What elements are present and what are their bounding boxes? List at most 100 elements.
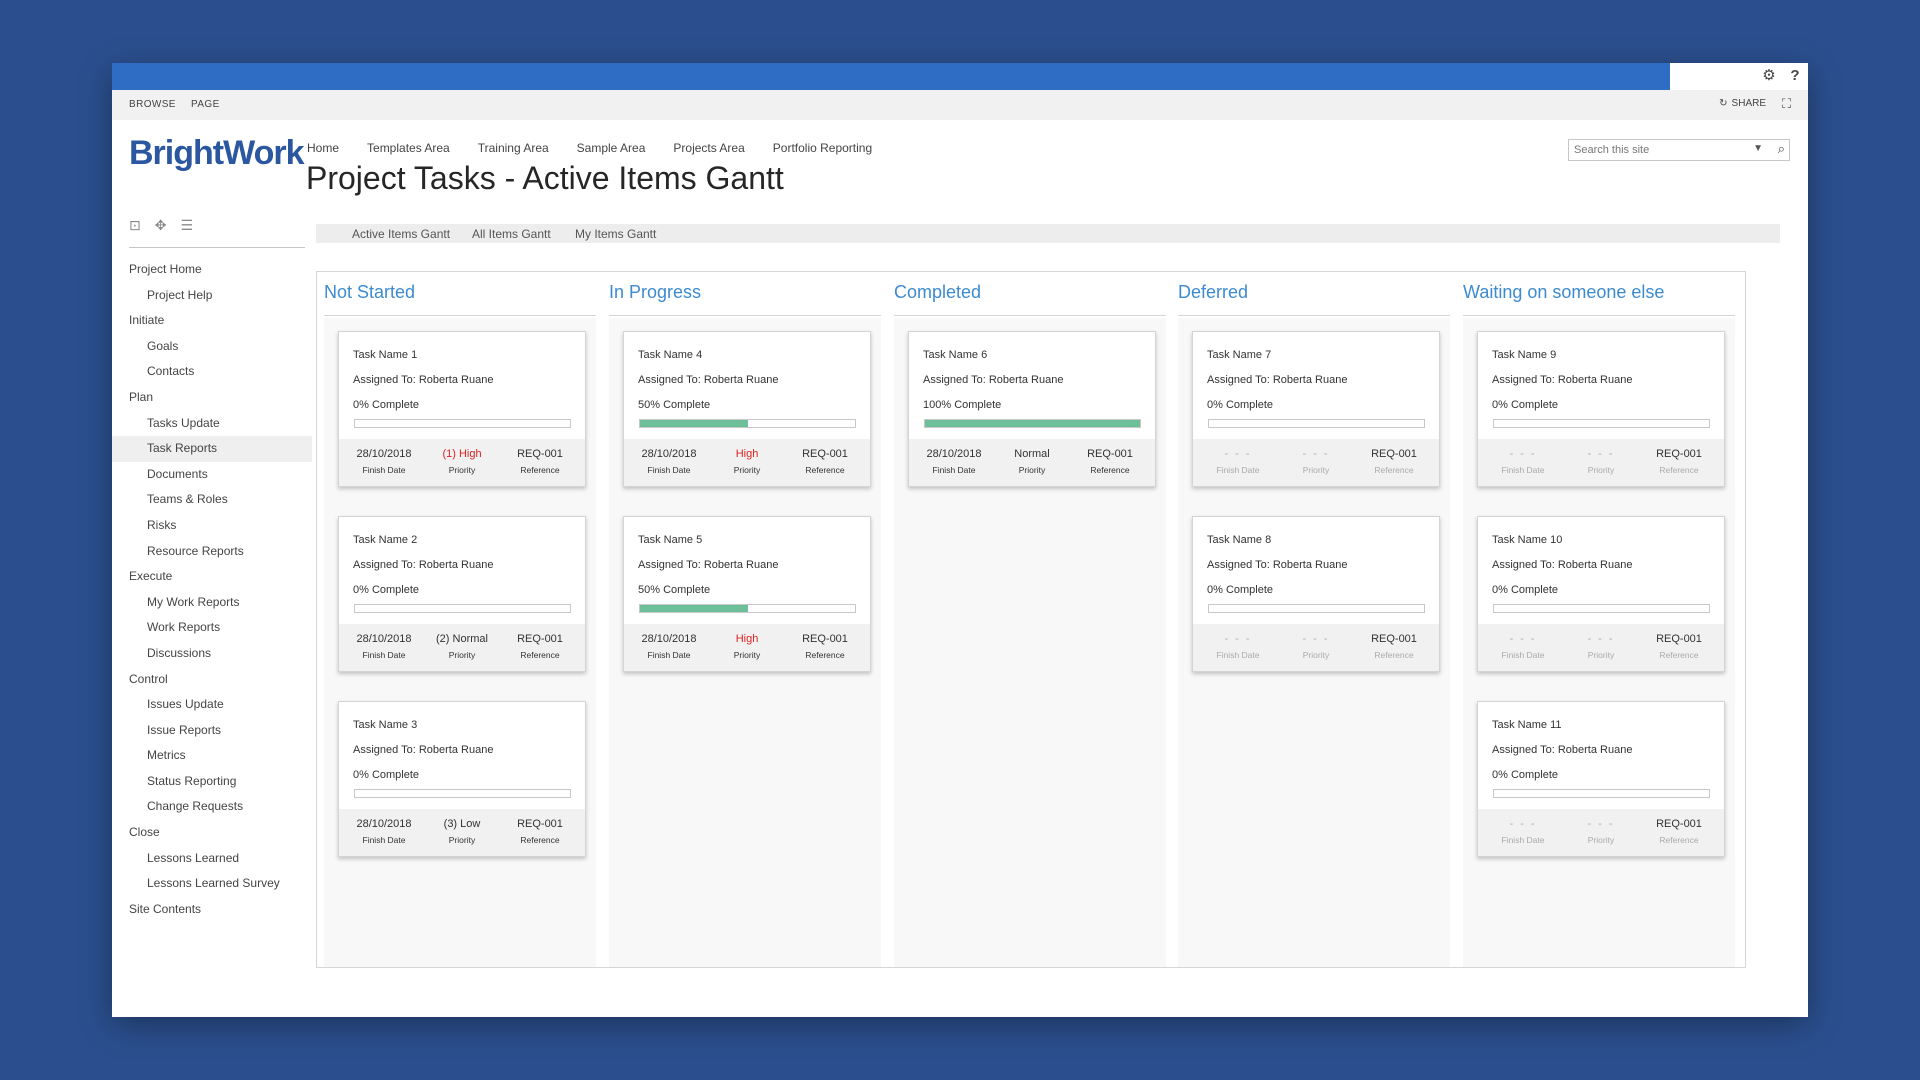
task-card[interactable]: Task Name 7 Assigned To: Roberta Ruane 0% … [1192, 331, 1440, 487]
finish-date-cell: 28/10/2018 Finish Date [914, 448, 994, 475]
sidebar-item-close[interactable]: Close [129, 825, 160, 840]
task-card[interactable]: Task Name 3 Assigned To: Roberta Ruane 0% … [338, 701, 586, 857]
priority-cell: - - - Priority [1561, 633, 1641, 660]
top-nav-home[interactable]: Home [307, 141, 340, 155]
tab-active-items-gantt[interactable]: Active Items Gantt [352, 227, 451, 241]
page-title: Project Tasks - Active Items Gantt [306, 160, 784, 196]
sidebar-item-goals[interactable]: Goals [147, 338, 179, 353]
board-column: Not Started Task Name 1 Assigned To: Rober… [317, 272, 596, 967]
gear-icon[interactable]: ⚙ [1762, 67, 1776, 84]
top-nav-templates-area[interactable]: Templates Area [367, 141, 450, 155]
task-name[interactable]: Task Name 2 [353, 534, 418, 546]
sidebar-item-plan[interactable]: Plan [129, 389, 154, 404]
task-percent-complete: 100% Complete [923, 399, 1002, 411]
task-name[interactable]: Task Name 3 [353, 719, 418, 731]
ribbon-tab-browse[interactable]: BROWSE [129, 99, 176, 110]
site-logo[interactable]: BrightWork [129, 134, 304, 172]
sidebar-item-discussions[interactable]: Discussions [147, 645, 212, 660]
priority-label: Priority [448, 650, 476, 660]
chevron-down-icon[interactable]: ▼ [1753, 143, 1763, 154]
task-percent-complete: 0% Complete [1492, 399, 1559, 411]
sidebar-item-documents[interactable]: Documents [147, 466, 208, 481]
suite-bar: ⚙ ? [112, 63, 1808, 90]
task-name[interactable]: Task Name 1 [353, 349, 418, 361]
sidebar-item-lessons-learned-survey[interactable]: Lessons Learned Survey [147, 876, 280, 891]
sidebar-item-my-work-reports[interactable]: My Work Reports [147, 594, 240, 609]
sidebar-item-project-help[interactable]: Project Help [147, 287, 213, 302]
reference-value: REQ-001 [802, 633, 848, 645]
list-icon[interactable]: ☰ [180, 217, 194, 233]
reference-cell: REQ-001 Reference [1070, 448, 1150, 475]
help-icon[interactable]: ? [1790, 67, 1800, 84]
task-card[interactable]: Task Name 4 Assigned To: Roberta Ruane 50%… [623, 331, 871, 487]
top-nav-sample-area[interactable]: Sample Area [576, 141, 646, 155]
task-name[interactable]: Task Name 10 [1492, 534, 1563, 546]
column-title: Waiting on someone else [1463, 282, 1665, 302]
progress-bar [1493, 604, 1710, 613]
task-name[interactable]: Task Name 5 [638, 534, 703, 546]
tab-all-items-gantt[interactable]: All Items Gantt [472, 227, 551, 241]
quick-launch-nav: Project Home Project Help Initiate Goals Con… [112, 257, 312, 922]
share-icon: ↻ [1719, 98, 1728, 109]
search-input[interactable]: Search this site [1574, 144, 1650, 156]
top-nav-projects-area[interactable]: Projects Area [673, 141, 745, 155]
reference-label: Reference [1659, 465, 1699, 475]
task-card[interactable]: Task Name 11 Assigned To: Roberta Ruane 0%… [1477, 701, 1725, 857]
column-body: Task Name 7 Assigned To: Roberta Ruane 0% … [1178, 318, 1450, 967]
task-card-footer: 28/10/2018 Finish Date High Priority REQ-001… [624, 624, 870, 671]
sync-icon[interactable]: ⊡ [129, 217, 141, 233]
sidebar-item-execute[interactable]: Execute [129, 569, 173, 584]
task-assignee: Assigned To: Roberta Ruane [638, 559, 779, 571]
sidebar-item-task-reports[interactable]: Task Reports [112, 436, 312, 462]
finish-date-cell: - - - Finish Date [1483, 448, 1563, 475]
task-card[interactable]: Task Name 10 Assigned To: Roberta Ruane 0%… [1477, 516, 1725, 672]
sidebar-item-tasks-update[interactable]: Tasks Update [147, 415, 220, 430]
reference-value: REQ-001 [517, 633, 563, 645]
sidebar-item-control[interactable]: Control [129, 671, 168, 686]
tab-my-items-gantt[interactable]: My Items Gantt [575, 227, 657, 241]
task-name[interactable]: Task Name 6 [923, 349, 988, 361]
task-name[interactable]: Task Name 9 [1492, 349, 1557, 361]
ribbon-tab-page[interactable]: PAGE [191, 99, 220, 110]
sidebar-item-issue-reports[interactable]: Issue Reports [147, 722, 222, 737]
task-name[interactable]: Task Name 11 [1492, 719, 1562, 731]
task-card-footer: 28/10/2018 Finish Date (3) Low Priority REQ-… [339, 809, 585, 856]
move-icon[interactable]: ✥ [154, 217, 167, 233]
sidebar-item-work-reports[interactable]: Work Reports [147, 620, 221, 635]
sidebar-item-resource-reports[interactable]: Resource Reports [147, 543, 244, 558]
task-name[interactable]: Task Name 7 [1207, 349, 1272, 361]
sidebar-item-initiate[interactable]: Initiate [129, 313, 165, 328]
sidebar-item-contacts[interactable]: Contacts [147, 364, 195, 379]
task-card[interactable]: Task Name 8 Assigned To: Roberta Ruane 0% … [1192, 516, 1440, 672]
sidebar-item-issues-update[interactable]: Issues Update [147, 697, 224, 712]
search-icon[interactable]: ⌕ [1777, 141, 1785, 156]
finish-date-cell: - - - Finish Date [1483, 818, 1563, 845]
priority-value: - - - [1302, 448, 1330, 460]
sidebar-item-site-contents[interactable]: Site Contents [129, 901, 202, 916]
sidebar-item-metrics[interactable]: Metrics [147, 748, 186, 763]
top-nav-portfolio-reporting[interactable]: Portfolio Reporting [772, 141, 873, 155]
task-name[interactable]: Task Name 8 [1207, 534, 1272, 546]
priority-cell: (1) High Priority [422, 448, 502, 475]
top-nav-training-area[interactable]: Training Area [477, 141, 549, 155]
task-card[interactable]: Task Name 1 Assigned To: Roberta Ruane 0% … [338, 331, 586, 487]
task-card[interactable]: Task Name 5 Assigned To: Roberta Ruane 50%… [623, 516, 871, 672]
sidebar-item-risks[interactable]: Risks [147, 517, 177, 532]
task-card[interactable]: Task Name 6 Assigned To: Roberta Ruane 100… [908, 331, 1156, 487]
sidebar-item-teams-roles[interactable]: Teams & Roles [147, 492, 228, 507]
task-name[interactable]: Task Name 4 [638, 349, 703, 361]
priority-cell: (3) Low Priority [422, 818, 502, 845]
sidebar-item-lessons-learned[interactable]: Lessons Learned [147, 850, 240, 865]
task-card[interactable]: Task Name 9 Assigned To: Roberta Ruane 0% … [1477, 331, 1725, 487]
progress-bar-fill [640, 605, 748, 612]
sidebar-item-status-reporting[interactable]: Status Reporting [147, 773, 237, 788]
focus-on-content-icon[interactable]: ⛶ [1782, 96, 1792, 111]
reference-cell: REQ-001 Reference [1639, 633, 1719, 660]
priority-value: (2) Normal [436, 633, 488, 645]
sidebar-item-change-requests[interactable]: Change Requests [147, 799, 244, 814]
search-box[interactable]: Search this site ▼ ⌕ [1568, 139, 1790, 161]
finish-date-label: Finish Date [362, 465, 406, 475]
sidebar-item-project-home[interactable]: Project Home [129, 262, 202, 276]
share-button[interactable]: ↻ SHARE [1719, 98, 1766, 109]
task-card[interactable]: Task Name 2 Assigned To: Roberta Ruane 0% … [338, 516, 586, 672]
